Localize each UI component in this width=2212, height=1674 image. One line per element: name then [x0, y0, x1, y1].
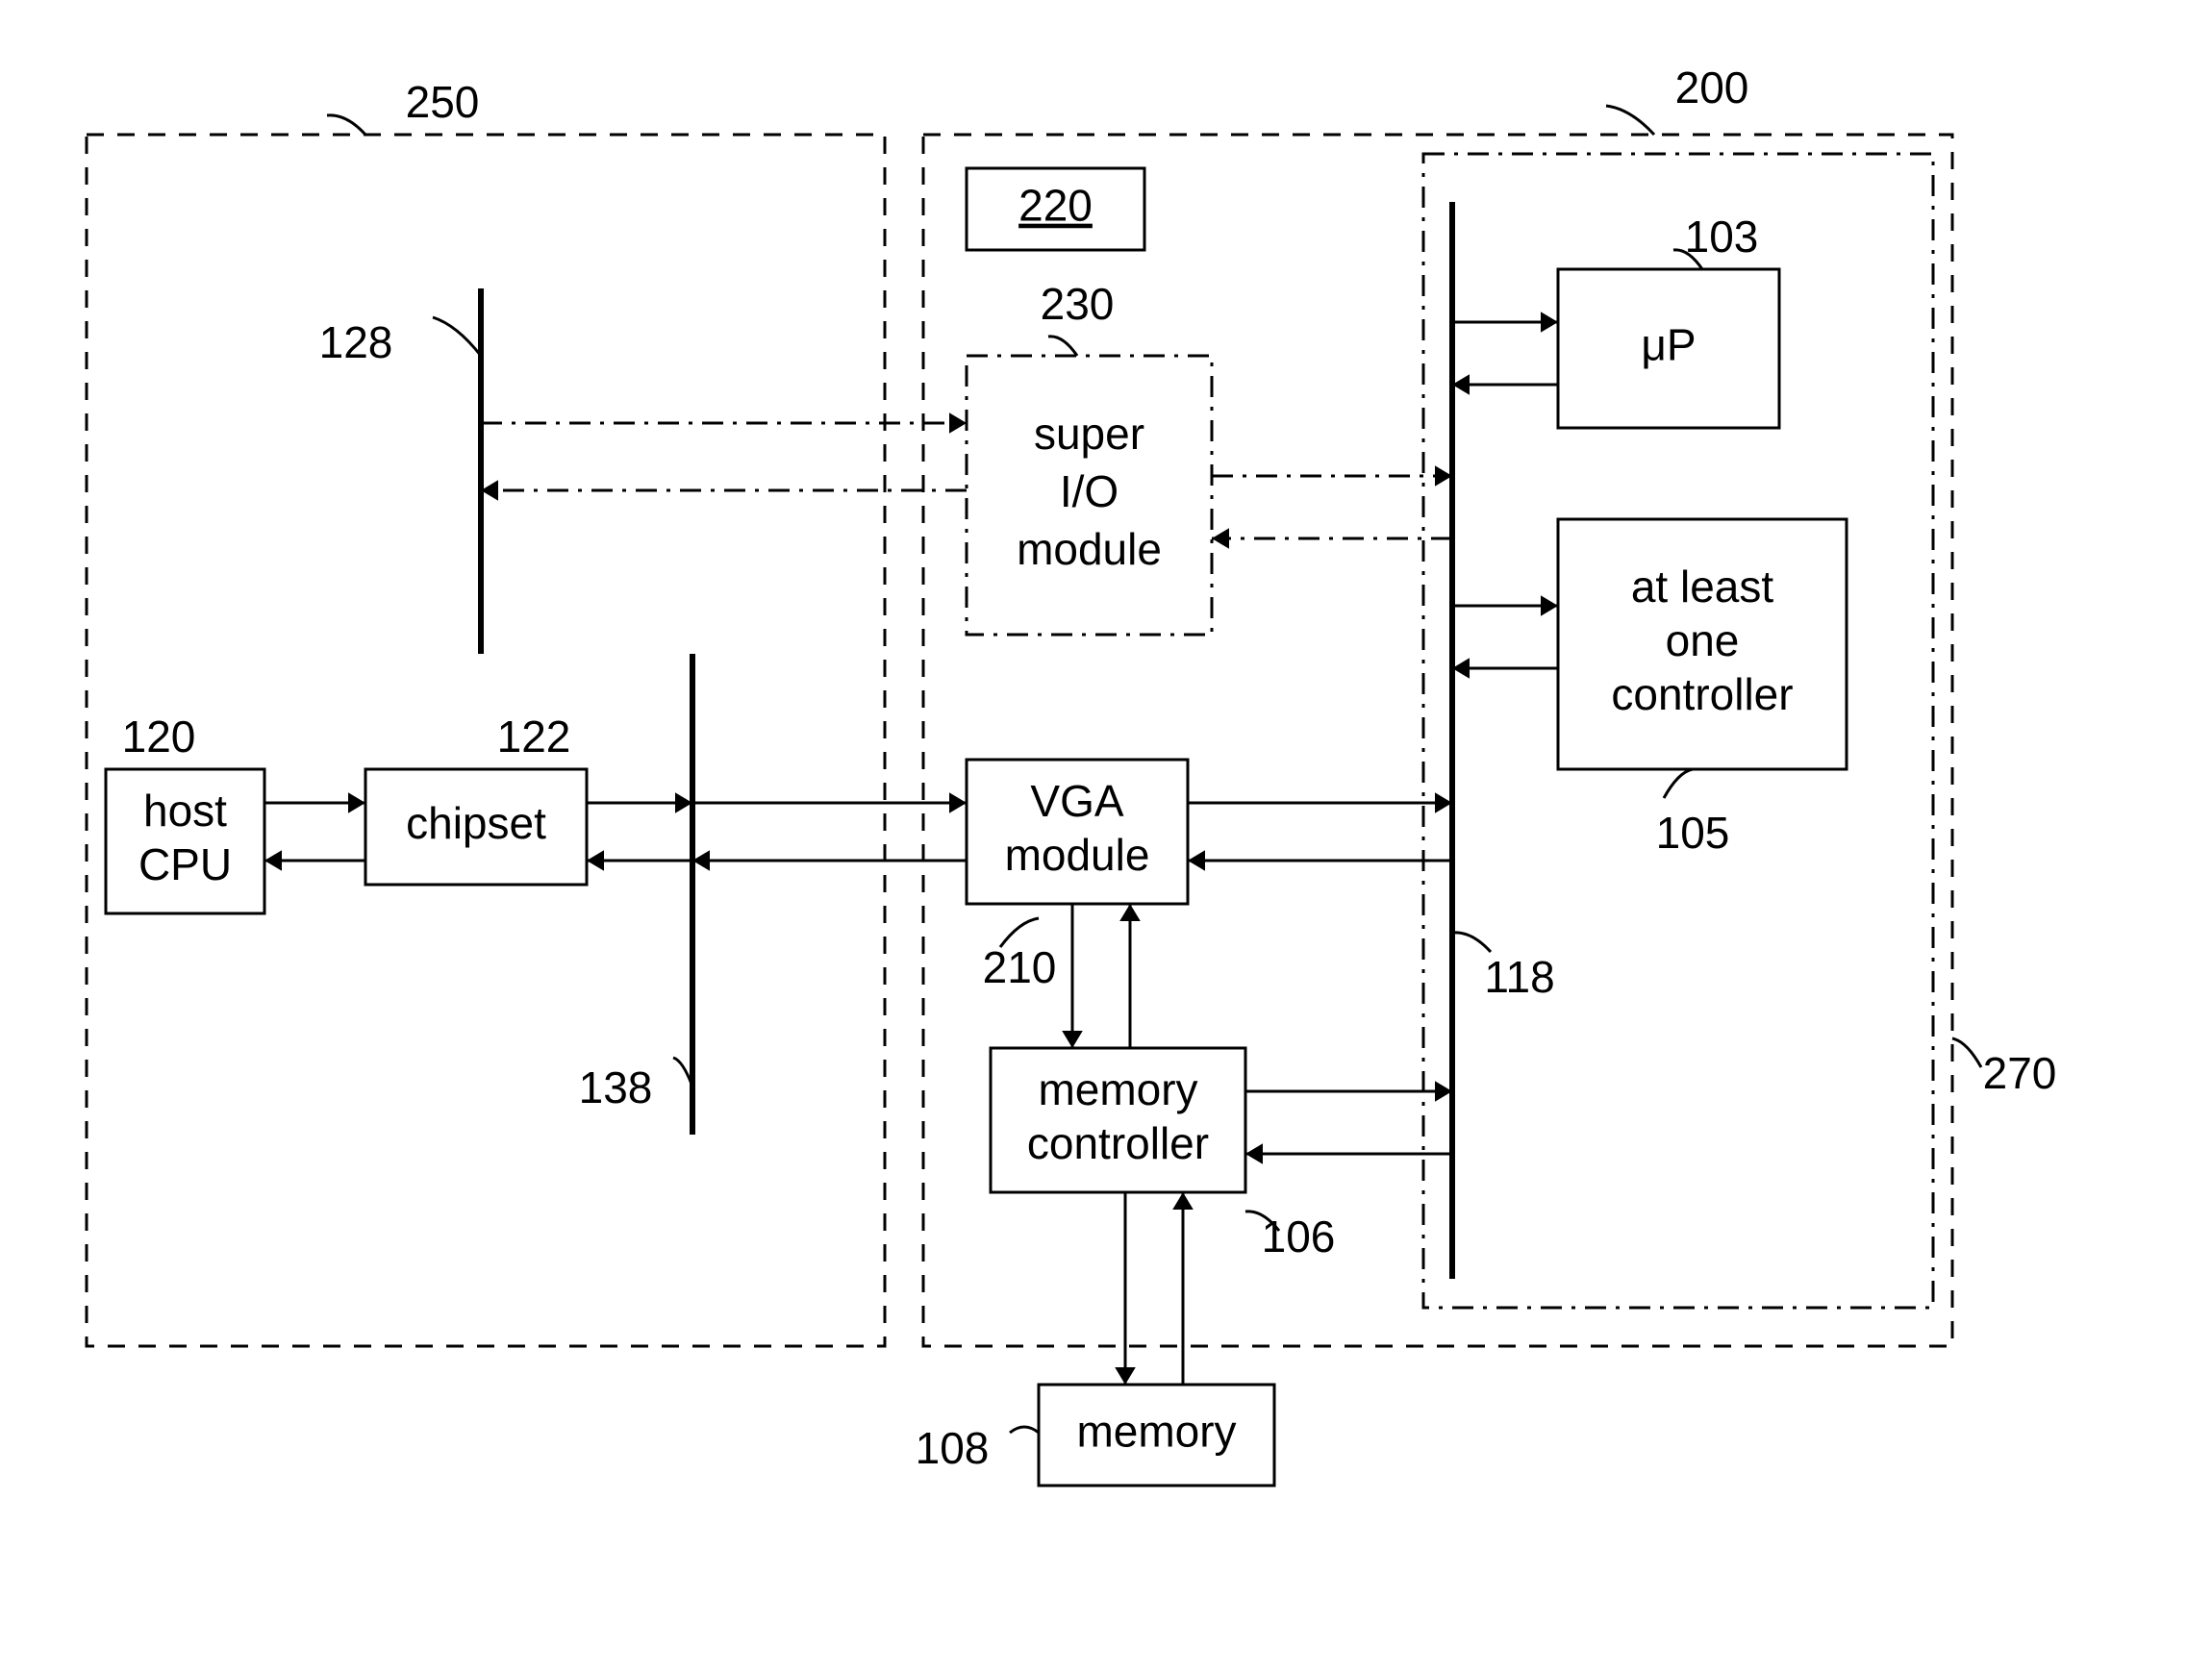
ref-138: 138 [579, 1062, 653, 1112]
ref-105: 105 [1656, 808, 1730, 858]
arrowhead [949, 792, 967, 813]
ref-230: 230 [1041, 279, 1115, 329]
ref-270: 270 [1983, 1048, 2057, 1098]
label-ctrl: one [1666, 615, 1740, 665]
label-vga: VGA [1030, 776, 1123, 826]
ref-120: 120 [122, 712, 196, 762]
label-memctl: controller [1027, 1118, 1209, 1168]
label-ctrl: controller [1611, 669, 1793, 719]
ref-250: 250 [406, 77, 480, 127]
super-io-label: super [1034, 409, 1144, 459]
arrowhead [1541, 312, 1558, 333]
super-io-label: I/O [1060, 466, 1119, 516]
ref-118: 118 [1484, 952, 1554, 1002]
arrowhead [1212, 528, 1229, 549]
leader [433, 317, 481, 356]
arrowhead [1172, 1192, 1194, 1210]
ref-106: 106 [1262, 1212, 1336, 1262]
ref-210: 210 [983, 942, 1057, 992]
super-io-label: module [1017, 524, 1162, 574]
leader [1048, 337, 1077, 356]
label-memctl: memory [1038, 1064, 1197, 1114]
label-chipset: chipset [406, 798, 546, 848]
arrowhead [1541, 595, 1558, 616]
ref-108: 108 [916, 1423, 990, 1473]
label-memory: memory [1076, 1407, 1236, 1457]
arrowhead [1062, 1031, 1083, 1048]
arrowhead [348, 792, 365, 813]
leader [1452, 933, 1491, 952]
label-ctrl: at least [1631, 562, 1774, 612]
leader [327, 115, 365, 135]
ref-128: 128 [319, 317, 393, 367]
leader [1606, 106, 1654, 135]
arrowhead [1119, 904, 1141, 921]
label-ref220: 220 [1018, 181, 1093, 231]
arrowhead [587, 850, 604, 871]
ref-200: 200 [1675, 62, 1749, 112]
arrowhead [1115, 1367, 1136, 1385]
arrowhead [264, 850, 282, 871]
arrowhead [949, 412, 967, 434]
block-diagram: 250 200 270 super I/O module 230 128 138 118 220 ho… [0, 0, 2212, 1674]
region-250 [87, 135, 885, 1346]
leader [1664, 769, 1693, 798]
label-host_cpu: CPU [138, 839, 232, 889]
label-host_cpu: host [143, 786, 227, 836]
ref-122: 122 [497, 712, 571, 762]
leader [1010, 1427, 1039, 1433]
label-uP: μP [1641, 320, 1696, 370]
arrowhead [1188, 850, 1205, 871]
leader [1952, 1038, 1981, 1067]
ref-103: 103 [1685, 212, 1759, 262]
arrowhead [1245, 1143, 1263, 1164]
label-vga: module [1005, 830, 1150, 880]
